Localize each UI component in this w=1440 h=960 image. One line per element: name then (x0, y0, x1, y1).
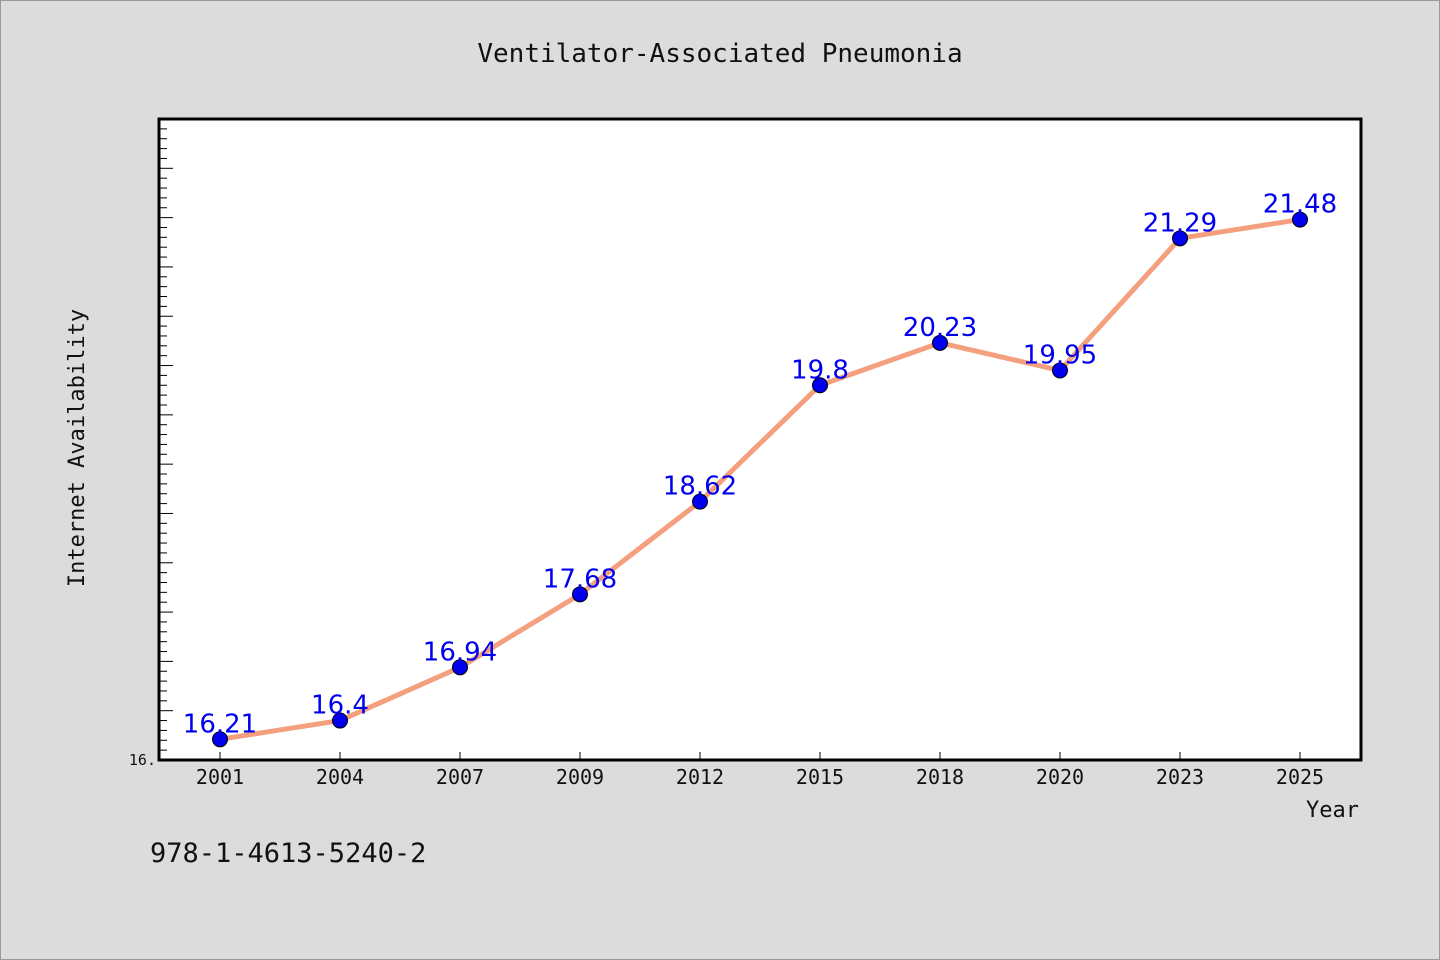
x-tick-label: 2023 (1156, 765, 1204, 789)
y-tick-label: 16. (129, 751, 156, 769)
data-point (332, 712, 348, 729)
x-tick-label: 2009 (556, 765, 604, 789)
chart-title: Ventilator-Associated Pneumonia (477, 39, 962, 69)
x-tick-label: 2018 (916, 765, 964, 789)
y-axis-label: Internet Availability (65, 309, 90, 587)
x-tick-label: 2001 (196, 765, 244, 789)
data-label: 19.8 (791, 355, 849, 385)
data-label: 17.68 (543, 564, 617, 594)
x-tick-label: 2007 (436, 765, 484, 789)
plot-area (157, 117, 1363, 762)
x-tick-label: 2004 (316, 765, 364, 789)
data-point (932, 334, 948, 351)
data-label: 16.94 (423, 637, 497, 667)
footer-isbn: 978-1-4613-5240-2 (150, 838, 426, 869)
data-label: 21.48 (1263, 190, 1337, 220)
data-label: 16.4 (311, 691, 369, 721)
x-tick-label: 2025 (1276, 765, 1324, 789)
data-label: 19.95 (1023, 340, 1097, 370)
x-tick-label: 2015 (796, 765, 844, 789)
data-point (452, 659, 468, 676)
data-point (572, 586, 588, 603)
series-group: 16.21 16.4 16.94 17.68 18.62 19.8 20.23 19.95 21… (183, 190, 1337, 748)
data-point (1052, 362, 1068, 379)
data-label: 21.29 (1143, 208, 1217, 238)
y-axis-ticks: 16. (129, 118, 173, 769)
x-axis-ticks: 2001 2004 2007 2009 2012 2015 2018 2020 2023 2025 (196, 752, 1324, 789)
data-point (212, 731, 228, 748)
data-point (1292, 211, 1308, 228)
data-label: 20.23 (903, 313, 977, 343)
data-point (812, 377, 828, 394)
x-tick-label: 2020 (1036, 765, 1084, 789)
x-axis-label: Year (1306, 798, 1359, 823)
data-label: 18.62 (663, 472, 737, 502)
x-tick-label: 2012 (676, 765, 724, 789)
series-line (217, 217, 1303, 742)
data-point (1172, 230, 1188, 247)
data-label: 16.21 (183, 709, 257, 739)
data-point (692, 493, 708, 510)
